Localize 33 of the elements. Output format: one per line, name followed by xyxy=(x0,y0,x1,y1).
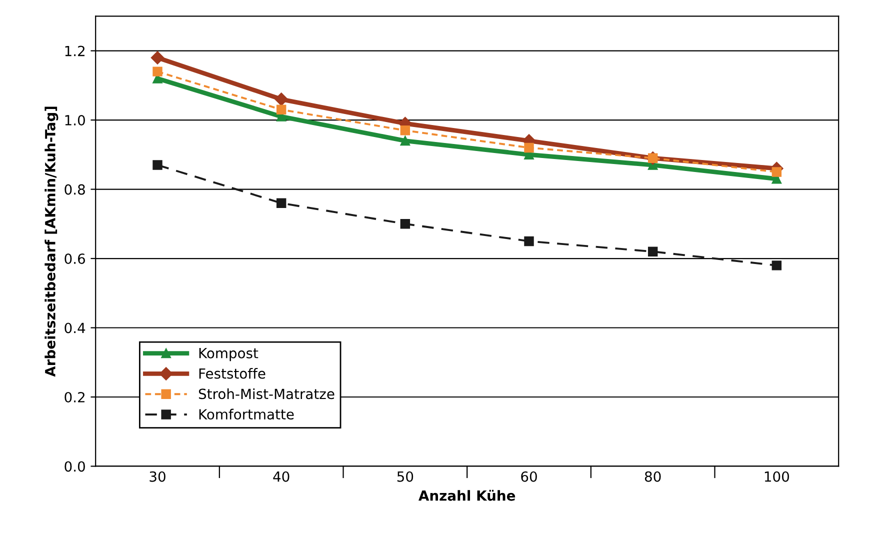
legend-label: Stroh-Mist-Matratze xyxy=(198,388,334,400)
point xyxy=(524,142,534,153)
point xyxy=(524,236,534,246)
legend-label: Feststoffe xyxy=(199,368,266,379)
point xyxy=(276,198,286,208)
x-axis-title: Anzahl Kühe xyxy=(418,490,516,501)
point xyxy=(648,246,658,256)
x-tick-label: 50 xyxy=(397,471,414,482)
y-tick-label: 0.2 xyxy=(64,392,84,402)
point xyxy=(772,167,782,177)
point xyxy=(400,136,410,146)
x-tick-label: 30 xyxy=(150,471,166,482)
legend-label: Komfortmatte xyxy=(199,408,294,420)
y-tick-label: 0.4 xyxy=(64,322,86,334)
x-tick-label: 80 xyxy=(644,471,661,482)
point xyxy=(152,160,162,170)
y-axis-title: Arbeitszeitbedarf [AKmin/Kuh-Tag] xyxy=(44,106,58,377)
y-tick-label: 1.0 xyxy=(65,115,85,126)
point xyxy=(152,66,162,76)
y-tick-label: 0.8 xyxy=(64,184,85,195)
point xyxy=(150,51,164,64)
legend-label: Kompost xyxy=(199,348,258,362)
y-tick-label: 1.2 xyxy=(65,46,84,56)
y-tick-label: 0.0 xyxy=(64,461,85,472)
point xyxy=(772,260,782,270)
x-tick-label: 40 xyxy=(273,471,290,482)
point xyxy=(400,126,410,136)
x-tick-label: 60 xyxy=(521,471,537,482)
x-tick-label: 100 xyxy=(764,471,789,482)
point xyxy=(274,92,288,106)
y-tick-label: 0.6 xyxy=(64,253,85,264)
point xyxy=(276,104,286,115)
point xyxy=(400,219,410,229)
